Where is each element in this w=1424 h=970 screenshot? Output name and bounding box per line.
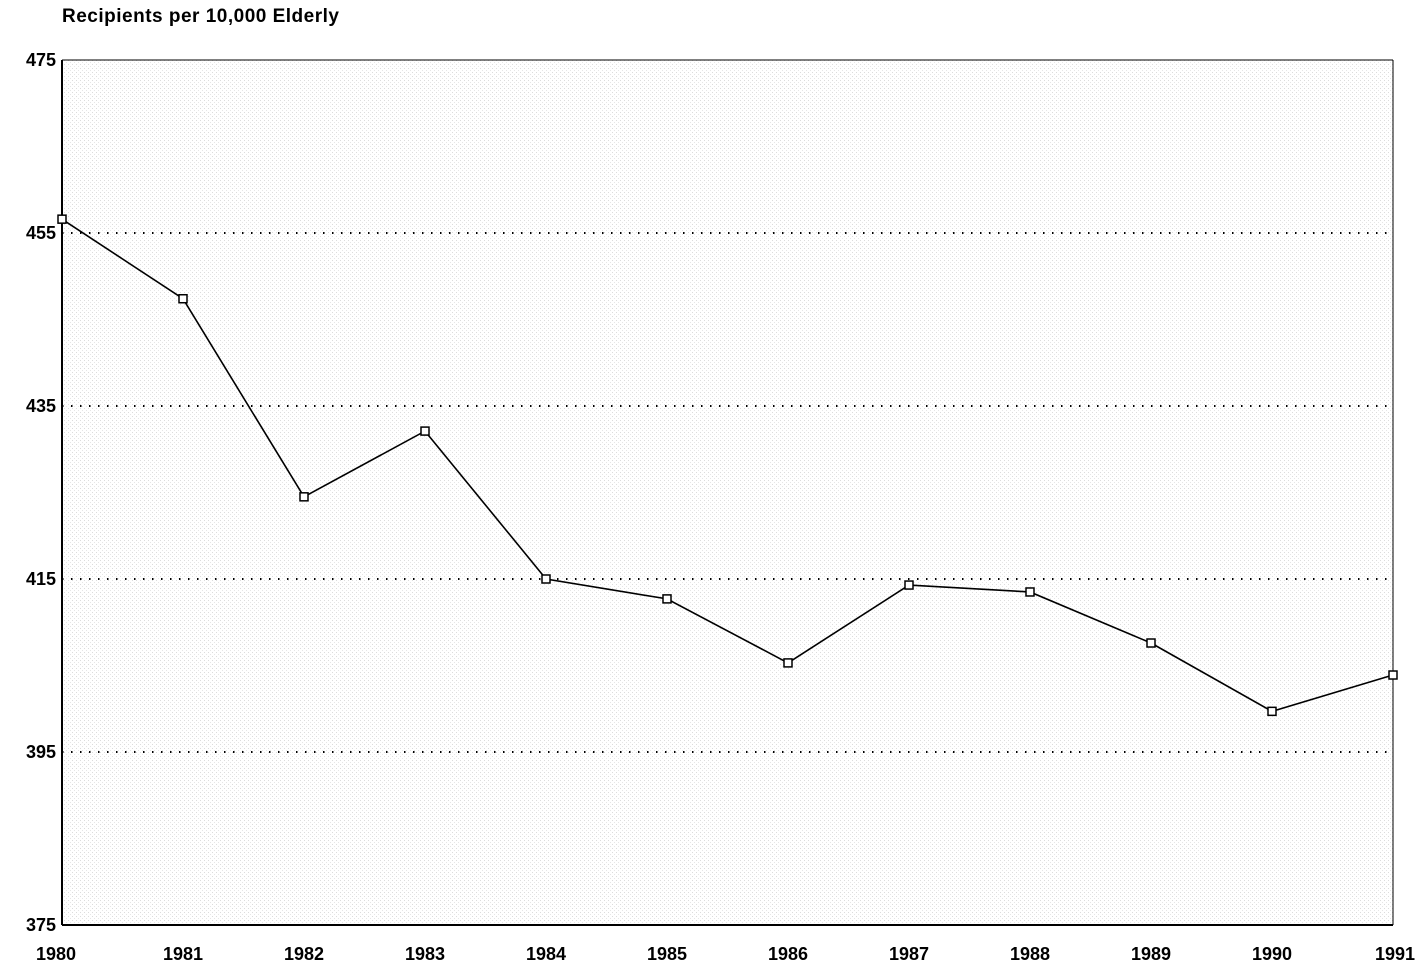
- plot-texture: [62, 60, 1393, 925]
- y-axis-ticks: 375 395 415 435 455 475: [26, 50, 56, 935]
- y-tick-label: 455: [26, 223, 56, 243]
- x-tick-label: 1991: [1375, 944, 1415, 964]
- x-tick-label: 1983: [405, 944, 445, 964]
- x-tick-label: 1986: [768, 944, 808, 964]
- data-point-marker: [1146, 638, 1156, 648]
- x-tick-label: 1982: [284, 944, 324, 964]
- data-point-marker: [1267, 706, 1277, 717]
- y-tick-label: 475: [26, 50, 56, 70]
- y-tick-label: 435: [26, 396, 56, 416]
- data-point-marker: [783, 658, 793, 668]
- x-tick-label: 1987: [889, 944, 929, 964]
- y-tick-label: 375: [26, 915, 56, 935]
- x-tick-label: 1990: [1252, 944, 1292, 964]
- data-series: [57, 214, 1398, 717]
- y-tick-label: 415: [26, 569, 56, 589]
- x-tick-label: 1981: [163, 944, 203, 964]
- x-tick-label: 1984: [526, 944, 566, 964]
- series-line: [61, 218, 1394, 713]
- y-tick-label: 395: [26, 742, 56, 762]
- x-tick-label: 1980: [36, 944, 76, 964]
- plot-background: [62, 60, 1393, 925]
- x-tick-label: 1989: [1131, 944, 1171, 964]
- x-tick-label: 1988: [1010, 944, 1050, 964]
- x-tick-label: 1985: [647, 944, 687, 964]
- data-point-marker: [299, 492, 309, 502]
- data-point-marker: [1388, 670, 1398, 680]
- data-point-marker: [178, 293, 188, 304]
- data-point-marker: [662, 594, 672, 604]
- data-point-marker: [57, 214, 67, 224]
- data-point-marker: [420, 426, 430, 436]
- data-point-marker: [1025, 587, 1035, 597]
- y-axis-title: Recipients per 10,000 Elderly: [62, 6, 340, 27]
- x-axis-ticks: 1980 1981 1982 1983 1984 1985 1986 1987 1988 1989…: [36, 944, 1415, 964]
- data-point-marker: [541, 574, 551, 584]
- data-point-marker: [904, 580, 914, 590]
- axes: [61, 59, 1394, 926]
